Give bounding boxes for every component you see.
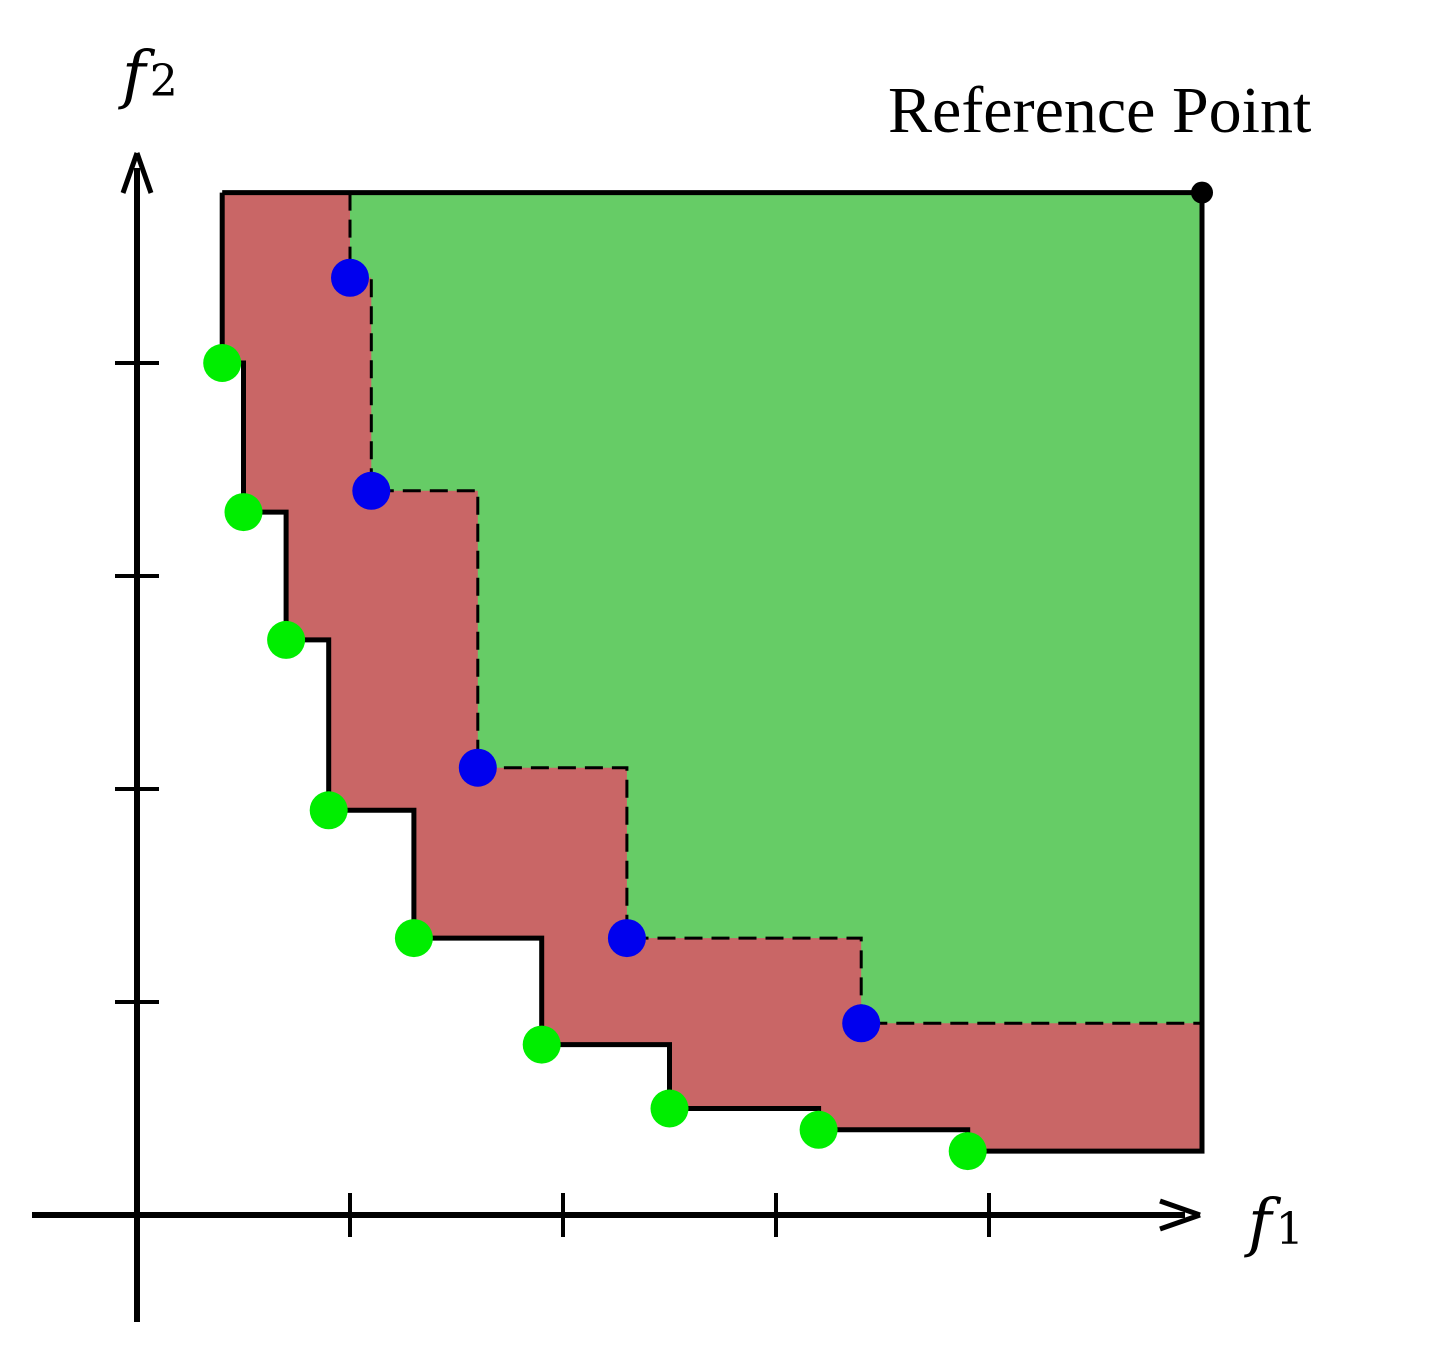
y-axis-label: f2	[118, 38, 178, 112]
front-points	[203, 181, 1213, 1171]
front-a-point	[948, 1132, 987, 1171]
front-a-point	[203, 344, 242, 382]
front-a-point	[650, 1089, 689, 1128]
y-axis-arrow	[120, 152, 154, 194]
axes	[32, 152, 1201, 1322]
region-front-b	[350, 192, 1202, 1024]
front-a-point	[799, 1110, 838, 1149]
front-a-point	[309, 791, 348, 830]
reference-point-label: Reference Point	[888, 74, 1311, 147]
front-b-point	[331, 258, 369, 297]
x-axis-arrow	[1159, 1198, 1201, 1232]
front-a-point	[522, 1025, 561, 1064]
front-a-point	[224, 493, 263, 532]
front-a-point	[394, 919, 433, 958]
reference-point-marker	[1191, 181, 1213, 204]
front-b-point	[842, 1004, 881, 1043]
front-a-point	[267, 620, 306, 659]
front-b-point	[458, 748, 497, 787]
front-b-point	[352, 471, 391, 510]
dominated-regions	[222, 192, 1202, 1152]
x-axis-label: f1	[1244, 1186, 1304, 1260]
front-b-point	[607, 919, 646, 958]
